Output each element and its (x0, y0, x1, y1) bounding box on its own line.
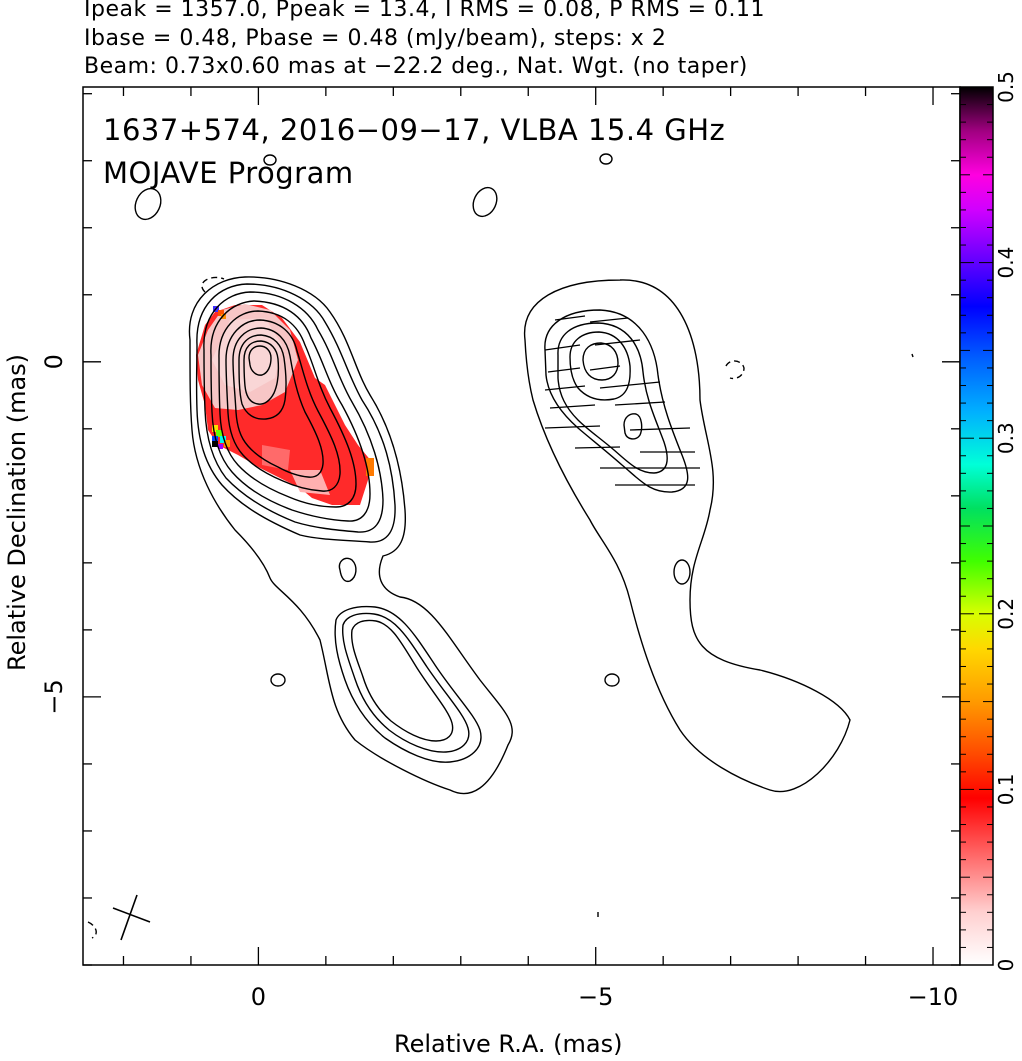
header-line-2: Ibase = 0.48, Pbase = 0.48 (mJy/beam), s… (84, 26, 667, 51)
colorbar-tick-label: 0.5 (994, 71, 1018, 103)
plot-title-line-1: 1637+574, 2016−09−17, VLBA 15.4 GHz (103, 113, 726, 147)
colorbar-tick-labels: 0 0.1 0.2 0.3 0.4 0.5 (994, 71, 1018, 971)
x-tick-label: 0 (251, 983, 266, 1011)
y-tick-labels: 0 −5 (40, 354, 68, 714)
header-line-3: Beam: 0.73x0.60 mas at −22.2 deg., Nat. … (84, 54, 748, 79)
colorbar-ticks (960, 86, 993, 966)
header-line-1: Ipeak = 1357.0, Ppeak = 13.4, I RMS = 0.… (84, 0, 765, 22)
x-tick-labels: 0 −5 −10 (251, 983, 959, 1011)
y-tick-label: −5 (40, 679, 68, 714)
x-tick-label: −5 (578, 983, 613, 1011)
beam-marker (112, 894, 151, 941)
y-axis-label: Relative Declination (mas) (3, 353, 31, 671)
colorbar-tick-label: 0.1 (994, 773, 1018, 805)
x-tick-label: −10 (908, 983, 959, 1011)
x-axis-label: Relative R.A. (mas) (394, 1030, 623, 1058)
y-tick-label: 0 (40, 354, 68, 369)
colorbar-tick-label: 0 (994, 959, 1018, 972)
colorbar-tick-label: 0.4 (994, 247, 1018, 279)
plot-frame (82, 86, 961, 966)
colorbar-tick-label: 0.2 (994, 598, 1018, 630)
plot-title-line-2: MOJAVE Program (103, 156, 354, 190)
polarized-intensity-contours (523, 279, 851, 793)
colorbar-tick-label: 0.3 (994, 422, 1018, 454)
frame-ticks (83, 87, 960, 966)
total-intensity-contours (87, 153, 914, 939)
evpa-ticks (544, 315, 700, 486)
